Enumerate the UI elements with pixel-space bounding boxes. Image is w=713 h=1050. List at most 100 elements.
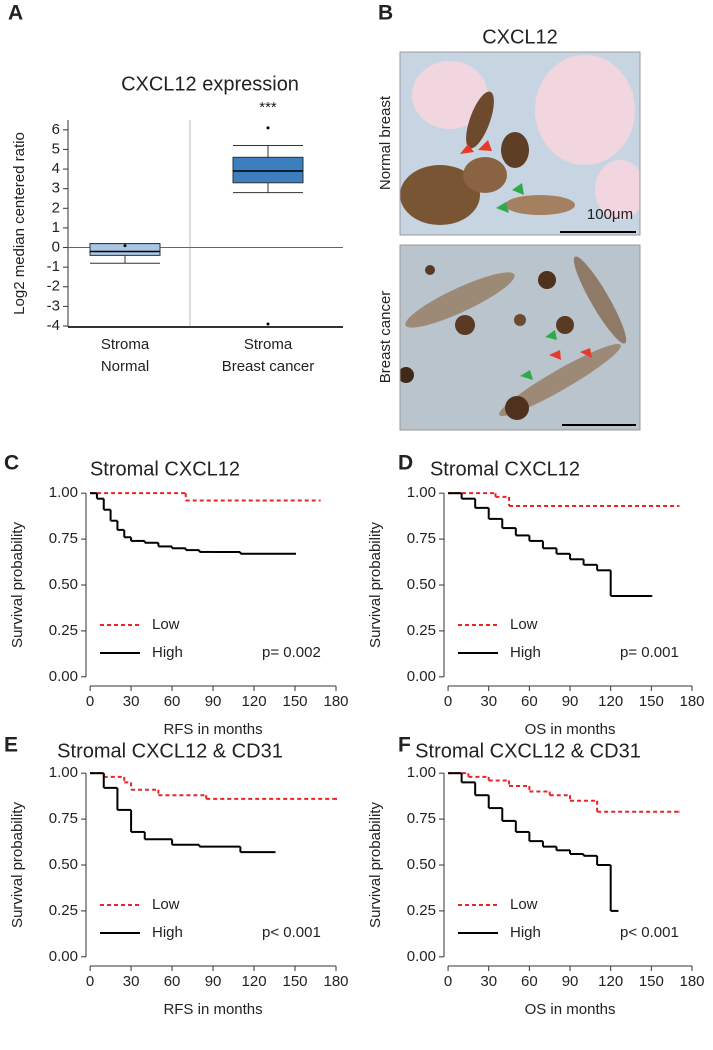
x-axis-label: RFS in months (163, 1001, 262, 1018)
panel-letter: A (8, 2, 23, 25)
y-tick-label: 6 (52, 121, 60, 138)
outlier (266, 126, 270, 130)
y-tick-label: 0 (52, 239, 60, 256)
legend-label: Low (510, 616, 538, 633)
y-tick-label: -1 (47, 258, 60, 275)
y-tick-label: -2 (47, 278, 60, 295)
x-tick-label: 30 (480, 973, 497, 990)
x-tick-label: 60 (521, 973, 538, 990)
y-tick-label: 0.00 (49, 948, 78, 965)
category-label: Breast cancer (222, 358, 315, 375)
legend-label: Low (152, 896, 180, 913)
y-axis-label: Log2 median centered ratio (11, 132, 28, 315)
x-tick-label: 90 (562, 973, 579, 990)
x-tick-label: 120 (598, 693, 623, 710)
x-tick-label: 90 (205, 973, 222, 990)
x-axis-label: RFS in months (163, 721, 262, 738)
p-value: p= 0.001 (620, 644, 679, 661)
legend-label: Low (510, 896, 538, 913)
y-axis-label: Survival probability (367, 522, 384, 648)
x-tick-label: 60 (164, 693, 181, 710)
outlier (266, 322, 270, 326)
x-tick-label: 120 (242, 973, 267, 990)
x-tick-label: 150 (283, 693, 308, 710)
image-frame (399, 244, 641, 431)
panel-letter: E (4, 734, 18, 757)
legend-label: Low (152, 616, 180, 633)
y-tick-label: -3 (47, 297, 60, 314)
panel-title: Stromal CXCL12 (90, 458, 240, 480)
y-tick-label: 0.00 (407, 948, 436, 965)
panel-letter: F (398, 734, 411, 757)
y-tick-label: 3 (52, 180, 60, 197)
x-tick-label: 30 (123, 973, 140, 990)
x-tick-label: 0 (444, 693, 452, 710)
y-tick-label: 0.25 (49, 902, 78, 919)
y-tick-label: 0.25 (407, 902, 436, 919)
outlier (123, 244, 127, 248)
panel-title: CXCL12 (482, 26, 558, 48)
y-tick-label: 4 (52, 160, 60, 177)
p-value: p< 0.001 (620, 924, 679, 941)
y-tick-label: 1 (52, 219, 60, 236)
micrograph-cancer (400, 245, 640, 430)
x-tick-label: 150 (639, 973, 664, 990)
y-tick-label: 1.00 (407, 764, 436, 781)
x-tick-label: 90 (562, 693, 579, 710)
x-tick-label: 0 (444, 973, 452, 990)
category-label: Stroma (101, 336, 150, 353)
y-tick-label: 0.25 (49, 622, 78, 639)
legend-label: High (152, 644, 183, 661)
x-axis-label: OS in months (525, 721, 616, 738)
legend-label: High (152, 924, 183, 941)
x-tick-label: 30 (123, 693, 140, 710)
x-tick-label: 150 (639, 693, 664, 710)
y-axis-label: Survival probability (9, 522, 26, 648)
y-tick-label: 1.00 (407, 484, 436, 501)
category-label: Normal (101, 358, 149, 375)
x-tick-label: 60 (164, 973, 181, 990)
y-tick-label: 0.50 (407, 576, 436, 593)
image-label: Normal breast (377, 95, 394, 190)
panel-letter: D (398, 452, 413, 475)
y-tick-label: 0.75 (49, 530, 78, 547)
x-axis-label: OS in months (525, 1001, 616, 1018)
y-axis-label: Survival probability (9, 802, 26, 928)
image-label: Breast cancer (377, 291, 394, 384)
x-tick-label: 150 (283, 973, 308, 990)
box (89, 243, 161, 256)
panel-letter: B (378, 2, 393, 25)
y-axis-label: Survival probability (367, 802, 384, 928)
x-tick-label: 90 (205, 693, 222, 710)
x-tick-label: 0 (86, 973, 94, 990)
image-frame (399, 51, 641, 236)
y-tick-label: 0.00 (407, 668, 436, 685)
x-tick-label: 180 (323, 973, 348, 990)
y-tick-label: 0.50 (49, 856, 78, 873)
scale-bar-label: 100μm (587, 206, 633, 223)
x-tick-label: 0 (86, 693, 94, 710)
legend-label: High (510, 924, 541, 941)
x-tick-label: 180 (679, 973, 704, 990)
panel-letter: C (4, 452, 19, 475)
y-tick-label: 5 (52, 140, 60, 157)
panel-title: Stromal CXCL12 & CD31 (415, 740, 641, 762)
p-value: p< 0.001 (262, 924, 321, 941)
p-value: p= 0.002 (262, 644, 321, 661)
legend-label: High (510, 644, 541, 661)
panel-title: CXCL12 expression (121, 73, 299, 95)
category-label: Stroma (244, 336, 293, 353)
y-tick-label: 0.00 (49, 668, 78, 685)
x-tick-label: 60 (521, 693, 538, 710)
y-tick-label: 0.50 (407, 856, 436, 873)
y-tick-label: 0.25 (407, 622, 436, 639)
x-tick-label: 180 (323, 693, 348, 710)
panel-title: Stromal CXCL12 & CD31 (57, 740, 283, 762)
annotation: *** (259, 99, 277, 116)
x-tick-label: 30 (480, 693, 497, 710)
y-tick-label: 1.00 (49, 764, 78, 781)
y-tick-label: 0.75 (407, 810, 436, 827)
x-tick-label: 120 (242, 693, 267, 710)
y-tick-label: 0.75 (49, 810, 78, 827)
